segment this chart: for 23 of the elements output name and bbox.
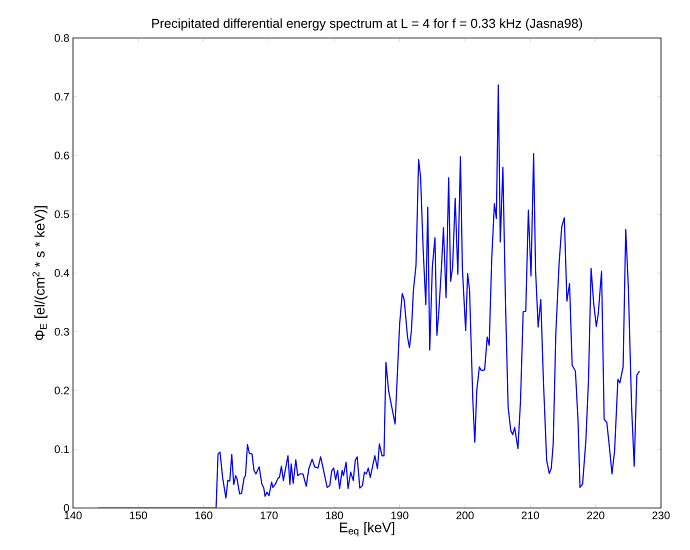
- y-tick-label: 0: [64, 504, 70, 512]
- x-tick-label: 150: [130, 512, 148, 520]
- y-tick-label: 0.7: [54, 92, 69, 101]
- x-tick-label: 200: [456, 512, 474, 520]
- y-tick-label: 0.1: [54, 445, 69, 454]
- x-tick-label: 190: [391, 512, 408, 520]
- y-tick-label: 0.2: [54, 386, 69, 394]
- x-tick-label: 170: [260, 512, 278, 520]
- y-tick-label: 0.6: [54, 152, 69, 160]
- chart-title: Precipitated differential energy spectrum at L = 4 for f = 0.33 kHz (Jasna98): [152, 18, 582, 31]
- x-tick-label: 230: [652, 512, 670, 520]
- y-tick-label: 0.5: [54, 210, 70, 218]
- y-tick-label: 0.3: [54, 328, 69, 336]
- y-tick-label: 0.8: [54, 34, 69, 42]
- line-series: [97, 84, 640, 508]
- x-tick-label: 220: [587, 512, 604, 520]
- x-axis-title: E$_{eq}$ [keV]: [340, 522, 394, 536]
- y-axis-title: Φ$_{E}$ [el/(cm$^{2}$ * s * keV)]: [32, 206, 48, 340]
- y-tick-label: 0.4: [54, 269, 70, 277]
- x-tick-label: 180: [326, 512, 344, 520]
- x-tick-label: 140: [64, 512, 82, 520]
- x-tick-label: 210: [522, 512, 540, 520]
- x-tick-label: 160: [195, 512, 212, 520]
